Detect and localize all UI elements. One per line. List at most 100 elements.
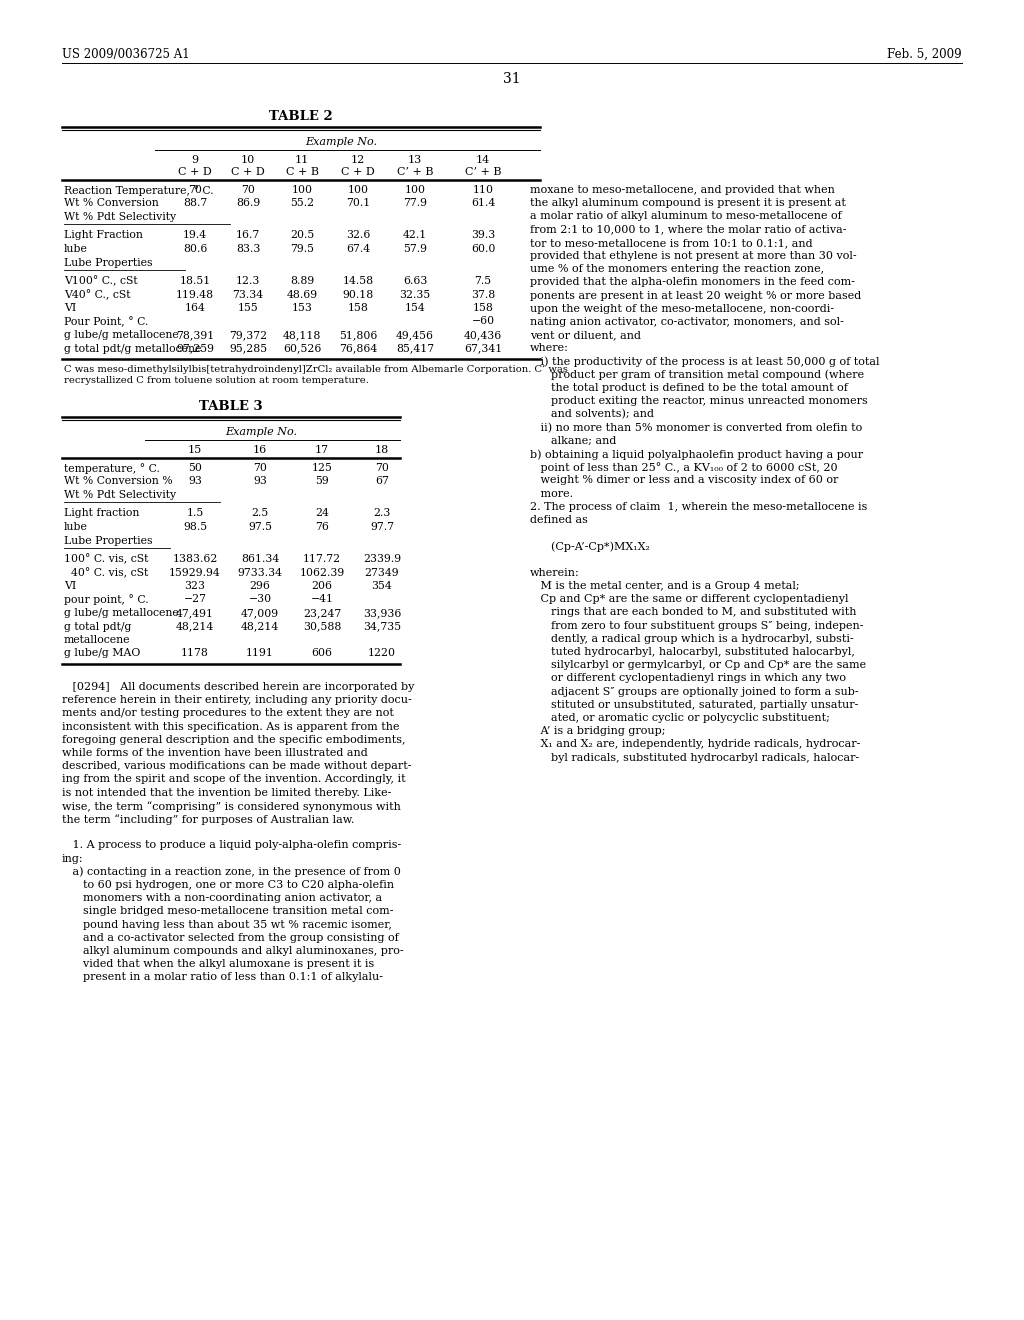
- Text: present in a molar ratio of less than 0.1:1 of alkylalu-: present in a molar ratio of less than 0.…: [62, 973, 383, 982]
- Text: 1383.62: 1383.62: [172, 554, 218, 564]
- Text: 93: 93: [188, 477, 202, 487]
- Text: C’ + B: C’ + B: [465, 168, 502, 177]
- Text: 67: 67: [375, 477, 389, 487]
- Text: 1062.39: 1062.39: [299, 568, 345, 578]
- Text: reference herein in their entirety, including any priority docu-: reference herein in their entirety, incl…: [62, 696, 412, 705]
- Text: C + B: C + B: [286, 168, 318, 177]
- Text: product exiting the reactor, minus unreacted monomers: product exiting the reactor, minus unrea…: [530, 396, 867, 407]
- Text: 16: 16: [253, 445, 267, 455]
- Text: 23,247: 23,247: [303, 609, 341, 618]
- Text: [0294]   All documents described herein are incorporated by: [0294] All documents described herein ar…: [62, 682, 415, 692]
- Text: TABLE 3: TABLE 3: [200, 400, 263, 413]
- Text: 154: 154: [404, 304, 425, 313]
- Text: 47,491: 47,491: [176, 609, 214, 618]
- Text: point of less than 25° C., a KV₁₀₀ of 2 to 6000 cSt, 20: point of less than 25° C., a KV₁₀₀ of 2 …: [530, 462, 838, 473]
- Text: alkyl aluminum compounds and alkyl aluminoxanes, pro-: alkyl aluminum compounds and alkyl alumi…: [62, 946, 403, 956]
- Text: to 60 psi hydrogen, one or more C3 to C20 alpha-olefin: to 60 psi hydrogen, one or more C3 to C2…: [62, 880, 394, 890]
- Text: while forms of the invention have been illustrated and: while forms of the invention have been i…: [62, 748, 368, 758]
- Text: 79.5: 79.5: [290, 244, 314, 253]
- Text: vent or diluent, and: vent or diluent, and: [530, 330, 641, 341]
- Text: 13: 13: [408, 154, 422, 165]
- Text: byl radicals, substituted hydrocarbyl radicals, halocar-: byl radicals, substituted hydrocarbyl ra…: [530, 752, 859, 763]
- Text: 100: 100: [292, 185, 312, 195]
- Text: V40° C., cSt: V40° C., cSt: [63, 289, 130, 300]
- Text: the total product is defined to be the total amount of: the total product is defined to be the t…: [530, 383, 848, 393]
- Text: C’ + B: C’ + B: [396, 168, 433, 177]
- Text: ume % of the monomers entering the reaction zone,: ume % of the monomers entering the react…: [530, 264, 824, 275]
- Text: 50: 50: [188, 463, 202, 473]
- Text: 11: 11: [295, 154, 309, 165]
- Text: a) contacting in a reaction zone, in the presence of from 0: a) contacting in a reaction zone, in the…: [62, 867, 400, 878]
- Text: 8.89: 8.89: [290, 276, 314, 286]
- Text: M is the metal center, and is a Group 4 metal;: M is the metal center, and is a Group 4 …: [530, 581, 800, 591]
- Text: 2.3: 2.3: [374, 508, 391, 519]
- Text: 14: 14: [476, 154, 490, 165]
- Text: 90.18: 90.18: [342, 289, 374, 300]
- Text: a molar ratio of alkyl aluminum to meso-metallocene of: a molar ratio of alkyl aluminum to meso-…: [530, 211, 842, 222]
- Text: Example No.: Example No.: [305, 137, 377, 147]
- Text: temperature, ° C.: temperature, ° C.: [63, 463, 160, 474]
- Text: −60: −60: [471, 317, 495, 326]
- Text: nating anion activator, co-activator, monomers, and sol-: nating anion activator, co-activator, mo…: [530, 317, 844, 327]
- Text: g lube/g MAO: g lube/g MAO: [63, 648, 140, 659]
- Text: 33,936: 33,936: [362, 609, 401, 618]
- Text: 93: 93: [253, 477, 267, 487]
- Text: ated, or aromatic cyclic or polycyclic substituent;: ated, or aromatic cyclic or polycyclic s…: [530, 713, 829, 723]
- Text: Example No.: Example No.: [225, 426, 297, 437]
- Text: pour point, ° C.: pour point, ° C.: [63, 594, 148, 606]
- Text: upon the weight of the meso-metallocene, non-coordi-: upon the weight of the meso-metallocene,…: [530, 304, 835, 314]
- Text: 49,456: 49,456: [396, 330, 434, 341]
- Text: 77.9: 77.9: [403, 198, 427, 209]
- Text: 83.3: 83.3: [236, 244, 260, 253]
- Text: 70: 70: [375, 463, 389, 473]
- Text: silylcarbyl or germylcarbyl, or Cp and Cp* are the same: silylcarbyl or germylcarbyl, or Cp and C…: [530, 660, 866, 671]
- Text: 158: 158: [347, 304, 369, 313]
- Text: more.: more.: [530, 488, 573, 499]
- Text: 117.72: 117.72: [303, 554, 341, 564]
- Text: 1. A process to produce a liquid poly-alpha-olefin compris-: 1. A process to produce a liquid poly-al…: [62, 841, 401, 850]
- Text: 37.8: 37.8: [471, 289, 496, 300]
- Text: adjacent S″ groups are optionally joined to form a sub-: adjacent S″ groups are optionally joined…: [530, 686, 859, 697]
- Text: 97,259: 97,259: [176, 343, 214, 354]
- Text: inconsistent with this specification. As is apparent from the: inconsistent with this specification. As…: [62, 722, 399, 731]
- Text: 2339.9: 2339.9: [362, 554, 401, 564]
- Text: 42.1: 42.1: [402, 231, 427, 240]
- Text: wise, the term “comprising” is considered synonymous with: wise, the term “comprising” is considere…: [62, 801, 400, 812]
- Text: 2. The process of claim  1, wherein the meso-metallocene is: 2. The process of claim 1, wherein the m…: [530, 502, 867, 512]
- Text: X₁ and X₂ are, independently, hydride radicals, hydrocar-: X₁ and X₂ are, independently, hydride ra…: [530, 739, 860, 750]
- Text: 31: 31: [503, 73, 521, 86]
- Text: 16.7: 16.7: [236, 231, 260, 240]
- Text: 18: 18: [375, 445, 389, 455]
- Text: V100° C., cSt: V100° C., cSt: [63, 276, 137, 286]
- Text: C + D: C + D: [231, 168, 265, 177]
- Text: Wt % Conversion: Wt % Conversion: [63, 198, 159, 209]
- Text: TABLE 2: TABLE 2: [269, 110, 333, 123]
- Text: ing:: ing:: [62, 854, 84, 863]
- Text: 1178: 1178: [181, 648, 209, 659]
- Text: where:: where:: [530, 343, 569, 354]
- Text: 100: 100: [404, 185, 426, 195]
- Text: 51,806: 51,806: [339, 330, 377, 341]
- Text: 70: 70: [253, 463, 267, 473]
- Text: metallocene: metallocene: [63, 635, 130, 645]
- Text: rings that are each bonded to M, and substituted with: rings that are each bonded to M, and sub…: [530, 607, 856, 618]
- Text: 55.2: 55.2: [290, 198, 314, 209]
- Text: 164: 164: [184, 304, 206, 313]
- Text: ing from the spirit and scope of the invention. Accordingly, it: ing from the spirit and scope of the inv…: [62, 775, 406, 784]
- Text: is not intended that the invention be limited thereby. Like-: is not intended that the invention be li…: [62, 788, 391, 797]
- Text: 78,391: 78,391: [176, 330, 214, 341]
- Text: moxane to meso-metallocene, and provided that when: moxane to meso-metallocene, and provided…: [530, 185, 835, 195]
- Text: g lube/g metallocene: g lube/g metallocene: [63, 609, 179, 618]
- Text: provided that the alpha-olefin monomers in the feed com-: provided that the alpha-olefin monomers …: [530, 277, 855, 288]
- Text: 80.6: 80.6: [183, 244, 207, 253]
- Text: Cp and Cp* are the same or different cyclopentadienyl: Cp and Cp* are the same or different cyc…: [530, 594, 849, 605]
- Text: defined as: defined as: [530, 515, 588, 525]
- Text: and solvents); and: and solvents); and: [530, 409, 654, 420]
- Text: 24: 24: [315, 508, 329, 519]
- Text: 48,118: 48,118: [283, 330, 322, 341]
- Text: 1191: 1191: [246, 648, 274, 659]
- Text: 70.1: 70.1: [346, 198, 370, 209]
- Text: ii) no more than 5% monomer is converted from olefin to: ii) no more than 5% monomer is converted…: [530, 422, 862, 433]
- Text: wherein:: wherein:: [530, 568, 580, 578]
- Text: 15: 15: [187, 445, 202, 455]
